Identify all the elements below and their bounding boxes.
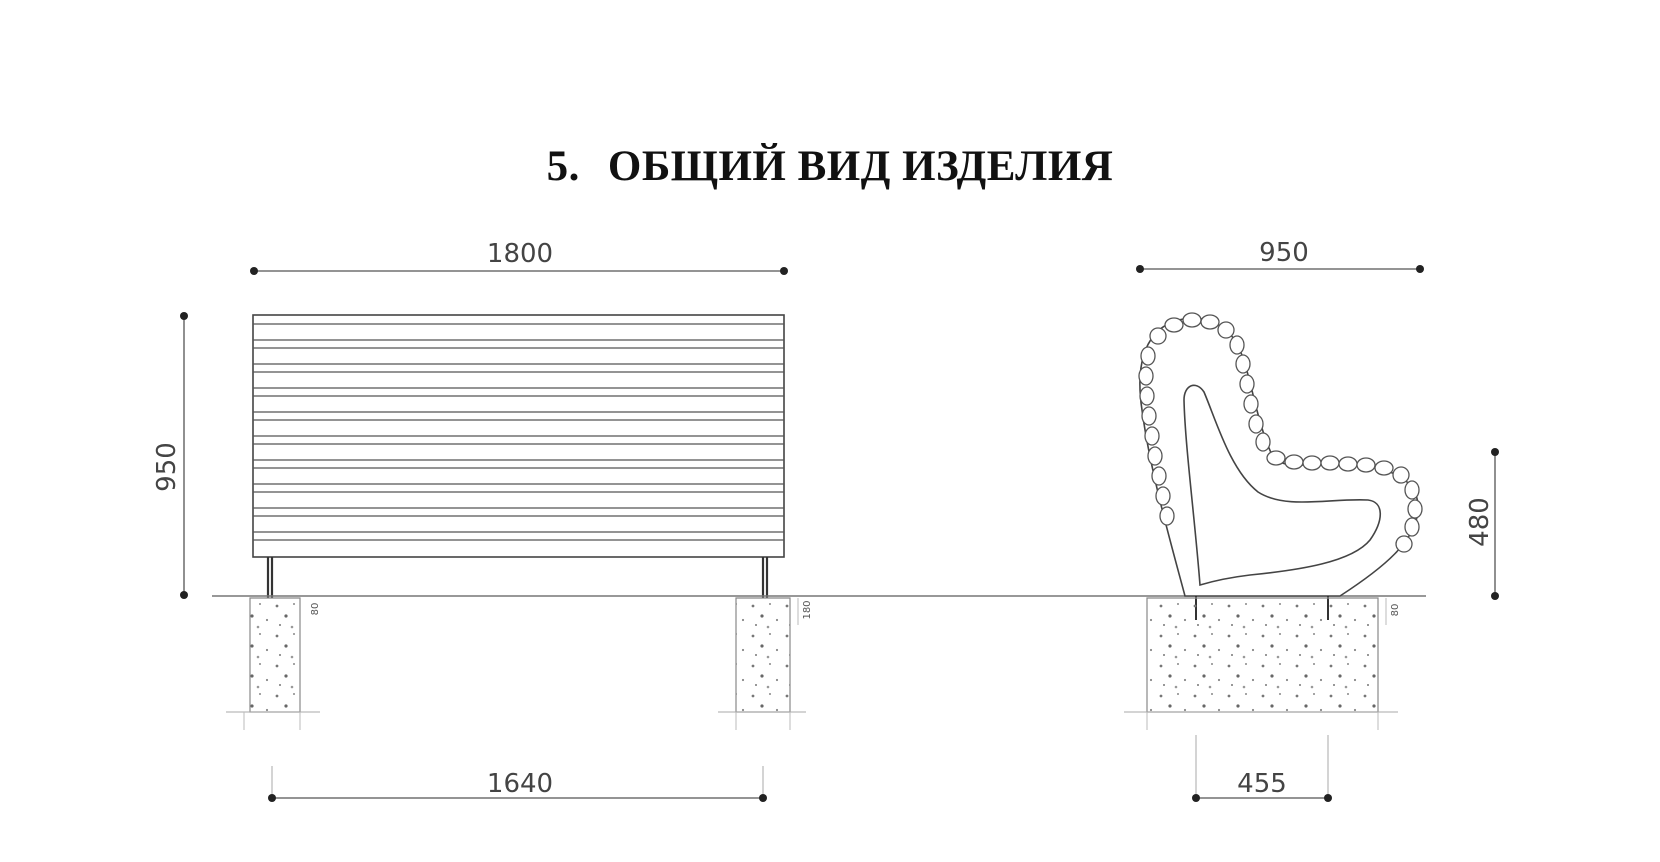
front-backrest	[252, 314, 785, 558]
dim-seat-height-label: 480	[1465, 497, 1495, 547]
side-view: 950 480	[1124, 238, 1499, 802]
dim-footing-base-label: 455	[1237, 769, 1287, 799]
front-legs	[266, 557, 769, 598]
front-footing-right: 180	[718, 597, 813, 730]
side-chair-profile	[1139, 317, 1419, 597]
side-footing: 80	[1124, 597, 1401, 730]
section-title: ОБЩИЙ ВИД ИЗДЕЛИЯ	[607, 143, 1114, 190]
dim-side-depth-label: 950	[1259, 238, 1309, 268]
dim-side-depth: 950	[1136, 238, 1424, 273]
dim-side-footing-depth: 80	[1390, 604, 1401, 617]
front-footing-left: 80	[226, 597, 321, 730]
dim-front-width: 1800	[250, 239, 788, 275]
front-view: 1800 950	[152, 239, 813, 802]
section-number: 5.	[546, 143, 580, 190]
dim-leg-spacing-label: 1640	[487, 769, 553, 799]
side-cushion-beads	[1138, 312, 1423, 553]
section-heading: 5. ОБЩИЙ ВИД ИЗДЕЛИЯ	[0, 142, 1660, 191]
dim-front-width-label: 1800	[487, 239, 553, 269]
dim-left-footing-depth: 80	[310, 603, 321, 616]
dim-leg-spacing: 1640	[268, 766, 767, 802]
dim-footing-base: 455	[1192, 735, 1332, 802]
dim-right-footing-depth: 180	[802, 600, 813, 619]
dim-front-height: 950	[152, 312, 188, 599]
dim-seat-height: 480	[1465, 448, 1499, 600]
dim-front-height-label: 950	[152, 442, 182, 492]
